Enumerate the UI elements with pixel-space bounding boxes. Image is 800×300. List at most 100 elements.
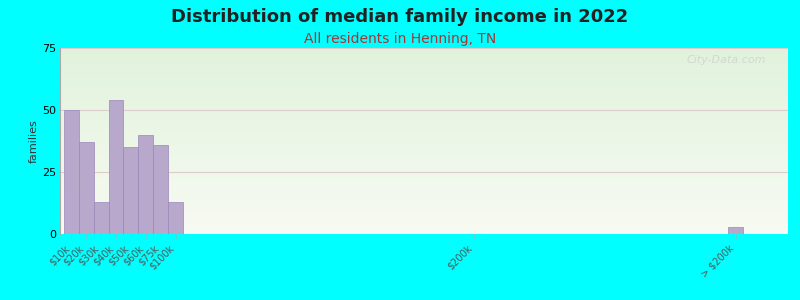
Bar <box>60 98 788 100</box>
Bar <box>60 226 788 228</box>
Bar <box>64 110 78 234</box>
Bar <box>60 130 788 132</box>
Bar <box>60 106 788 107</box>
Bar <box>60 52 788 54</box>
Bar <box>60 193 788 195</box>
Bar <box>60 178 788 180</box>
Bar <box>60 121 788 122</box>
Bar <box>94 202 109 234</box>
Bar <box>60 137 788 139</box>
Bar <box>60 165 788 167</box>
Bar <box>60 96 788 98</box>
Bar <box>60 180 788 182</box>
Bar <box>60 221 788 223</box>
Bar <box>123 147 138 234</box>
Bar <box>60 195 788 197</box>
Bar <box>60 141 788 143</box>
Bar <box>60 110 788 111</box>
Bar <box>60 204 788 206</box>
Bar <box>60 124 788 126</box>
Bar <box>60 219 788 221</box>
Bar <box>60 172 788 175</box>
Bar <box>60 225 788 226</box>
Bar <box>60 57 788 59</box>
Bar <box>60 80 788 82</box>
Bar <box>60 212 788 214</box>
Bar <box>60 156 788 158</box>
Bar <box>60 50 788 52</box>
Bar <box>60 100 788 102</box>
Bar <box>60 200 788 202</box>
Bar <box>138 135 154 234</box>
Bar <box>60 48 788 50</box>
Bar <box>60 61 788 63</box>
Bar <box>60 232 788 234</box>
Bar <box>60 228 788 230</box>
Bar <box>60 217 788 219</box>
Bar <box>60 171 788 172</box>
Bar <box>60 163 788 165</box>
Bar <box>154 145 168 234</box>
Bar <box>60 182 788 184</box>
Bar <box>60 94 788 96</box>
Bar <box>168 202 183 234</box>
Bar <box>60 128 788 130</box>
Bar <box>60 76 788 78</box>
Bar <box>60 87 788 89</box>
Text: City-Data.com: City-Data.com <box>686 56 766 65</box>
Bar <box>60 70 788 72</box>
Bar <box>60 93 788 94</box>
Bar <box>109 100 123 234</box>
Bar <box>60 72 788 74</box>
Bar <box>60 148 788 150</box>
Text: Distribution of median family income in 2022: Distribution of median family income in … <box>171 8 629 26</box>
Bar <box>60 184 788 186</box>
Bar <box>60 82 788 83</box>
Bar <box>60 65 788 67</box>
Bar <box>60 83 788 85</box>
Bar <box>60 158 788 160</box>
Bar <box>60 78 788 80</box>
Bar <box>60 111 788 113</box>
Bar <box>60 145 788 147</box>
Y-axis label: families: families <box>29 119 39 163</box>
Bar <box>60 202 788 204</box>
Bar <box>60 102 788 104</box>
Bar <box>60 115 788 117</box>
Bar <box>60 206 788 208</box>
Bar <box>60 161 788 163</box>
Bar <box>60 214 788 215</box>
Bar <box>60 91 788 93</box>
Bar <box>60 68 788 70</box>
Bar <box>60 150 788 152</box>
Bar <box>60 67 788 68</box>
Bar <box>60 186 788 188</box>
Bar <box>60 188 788 189</box>
Bar <box>60 189 788 191</box>
Bar <box>728 226 743 234</box>
Bar <box>60 104 788 106</box>
Bar <box>60 89 788 91</box>
Bar <box>60 59 788 61</box>
Bar <box>60 160 788 161</box>
Bar <box>60 139 788 141</box>
Bar <box>60 134 788 135</box>
Bar <box>60 175 788 176</box>
Bar <box>60 63 788 65</box>
Bar <box>60 210 788 212</box>
Bar <box>60 117 788 119</box>
Bar <box>60 167 788 169</box>
Bar <box>60 191 788 193</box>
Bar <box>60 119 788 121</box>
Bar <box>60 113 788 115</box>
Bar <box>60 132 788 134</box>
Bar <box>60 143 788 145</box>
Bar <box>60 152 788 154</box>
Bar <box>60 135 788 137</box>
Bar <box>60 126 788 128</box>
Bar <box>60 197 788 199</box>
Bar <box>60 199 788 200</box>
Bar <box>60 74 788 76</box>
Bar <box>60 208 788 210</box>
Bar <box>60 147 788 148</box>
